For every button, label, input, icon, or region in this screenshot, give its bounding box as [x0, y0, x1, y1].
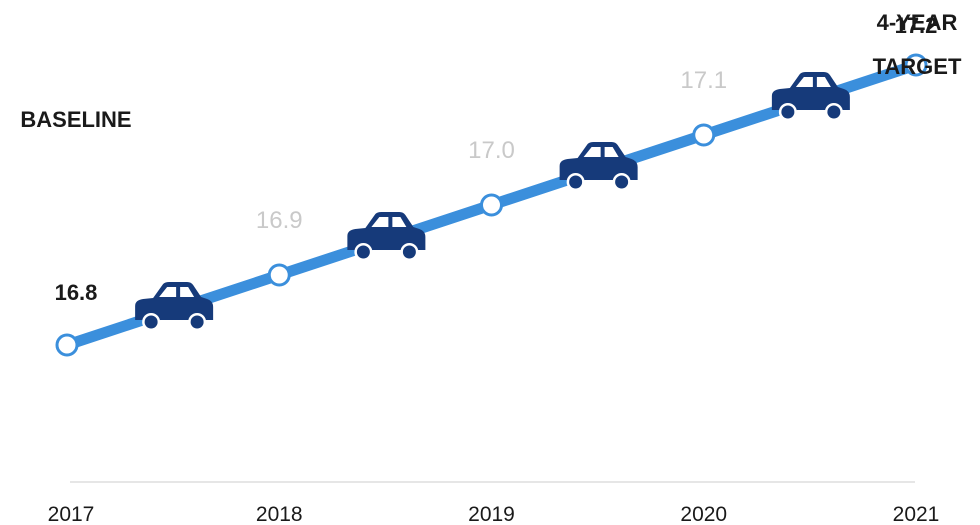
data-markers	[55, 53, 928, 357]
car-icon	[771, 72, 850, 121]
data-point-marker	[692, 123, 716, 147]
car-icon	[347, 212, 426, 261]
value-label: 16.9	[256, 207, 303, 234]
target-annotation-line2: TARGET	[873, 54, 962, 79]
data-point-marker	[55, 333, 79, 357]
x-tick-label: 2019	[468, 503, 515, 525]
target-annotation-line1: 4-YEAR	[877, 10, 958, 35]
value-label: 16.8	[55, 280, 98, 305]
data-point-marker	[480, 193, 503, 217]
x-tick-label: 2020	[680, 503, 727, 525]
value-label: 17.0	[468, 137, 515, 164]
data-point-marker	[267, 263, 291, 287]
value-labels: 16.8 16.9 17.0 17.1 17.2	[55, 13, 938, 305]
x-tick-label: 2021	[893, 503, 940, 525]
x-tick-label: 2017	[48, 503, 95, 525]
value-label: 17.2	[895, 13, 938, 38]
x-tick-label: 2018	[256, 503, 303, 525]
car-icons	[135, 72, 850, 331]
car-icon	[559, 142, 638, 191]
x-tick-labels: 2017 2018 2019 2020 2021	[48, 503, 940, 525]
car-icon	[135, 282, 214, 331]
value-label: 17.1	[680, 67, 727, 94]
baseline-annotation: BASELINE	[20, 107, 131, 132]
data-point-marker	[904, 53, 928, 77]
